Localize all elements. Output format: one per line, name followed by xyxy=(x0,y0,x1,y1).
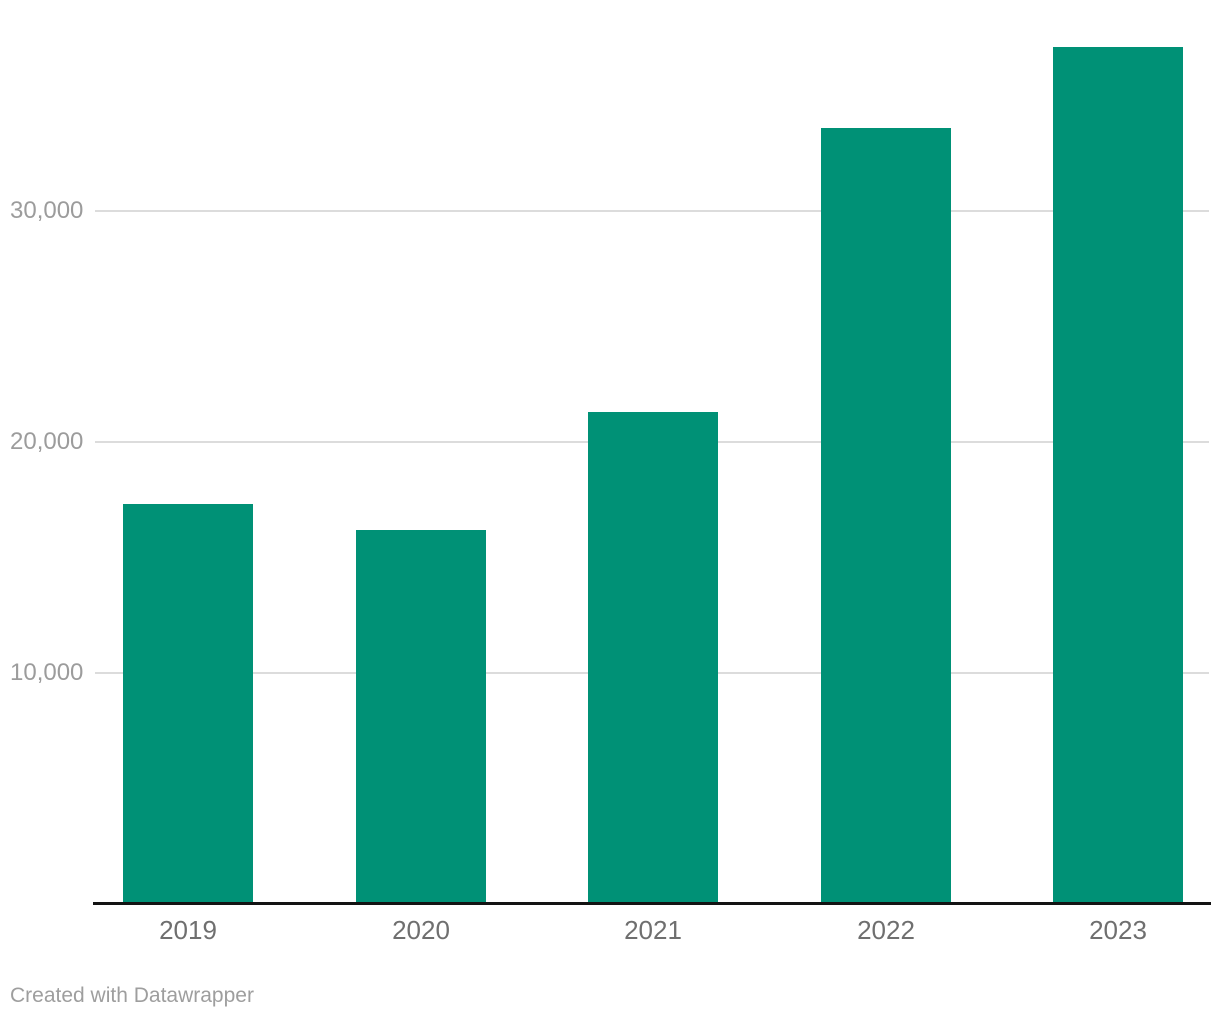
datawrapper-credit-link[interactable]: Created with Datawrapper xyxy=(10,984,254,1007)
x-axis-baseline xyxy=(93,902,1211,905)
x-axis-tick-label: 2023 xyxy=(1089,915,1147,945)
bar-2023 xyxy=(1053,46,1183,904)
x-axis-tick-label: 2022 xyxy=(857,915,915,945)
x-axis-tick-label: 2021 xyxy=(624,915,682,945)
bar-2021 xyxy=(588,411,718,904)
x-axis-tick-label: 2019 xyxy=(159,915,217,945)
y-axis-tick-label: 10,000 xyxy=(10,659,84,686)
y-axis-tick-label: 20,000 xyxy=(10,428,84,455)
bar-2019 xyxy=(123,504,253,904)
y-gridline-30000 xyxy=(95,210,1209,212)
x-axis-tick-label: 2020 xyxy=(392,915,450,945)
y-axis-tick-label: 30,000 xyxy=(10,197,84,224)
bar-2020 xyxy=(356,529,486,904)
bar-2022 xyxy=(821,127,951,904)
